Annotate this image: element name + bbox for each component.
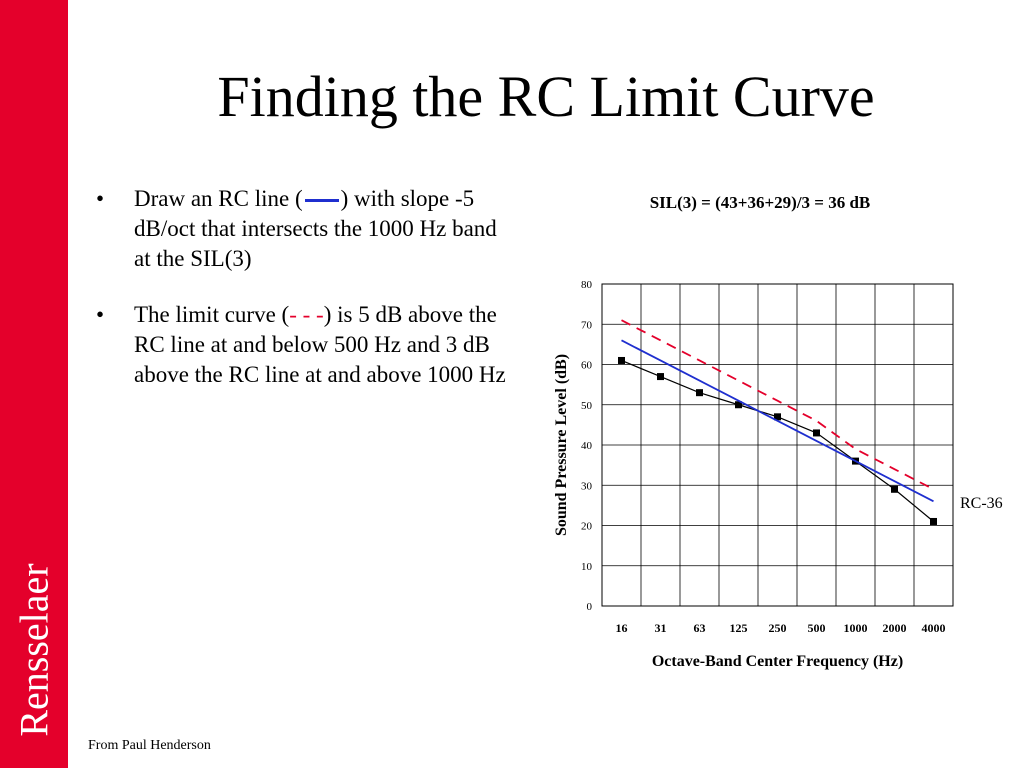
- limit-curve-line: [621, 319, 934, 491]
- y-tick-label: 80: [581, 279, 593, 291]
- source-credit: From Paul Henderson: [88, 738, 211, 753]
- x-tick-label: 125: [730, 621, 748, 635]
- bullet-2-text-after: ) is 5 dB above the RC line at and below…: [134, 302, 506, 387]
- x-tick-label: 31: [655, 621, 667, 635]
- rc-line-legend-swatch: [304, 199, 339, 203]
- data-point-marker: [930, 517, 937, 525]
- x-tick-label: 4000: [922, 621, 946, 635]
- y-tick-label: 10: [581, 561, 593, 573]
- y-tick-label: 20: [581, 521, 593, 533]
- rc-line: [621, 339, 934, 503]
- measured-spectrum-line: [621, 359, 934, 522]
- bullet-1-text-after: ) with slope -5 dB/oct that intersects t…: [134, 186, 497, 271]
- bullet-1-text-before: Draw an RC line (: [134, 186, 303, 211]
- y-axis-label: Sound Pressure Level (dB): [553, 354, 570, 536]
- x-tick-label: 250: [769, 621, 787, 635]
- y-tick-label: 50: [581, 400, 593, 412]
- x-tick-label: 16: [616, 621, 628, 635]
- slide-title: Finding the RC Limit Curve: [217, 64, 875, 129]
- data-point-marker: [813, 429, 820, 437]
- sidebar-band: Rensselaer: [0, 0, 68, 768]
- data-point-marker: [696, 389, 703, 397]
- data-point-marker: [657, 373, 664, 381]
- x-tick-label: 1000: [844, 621, 868, 635]
- bullet-item-rc-line: • Draw an RC line () with slope -5 dB/oc…: [96, 184, 506, 274]
- data-point-marker: [891, 485, 898, 493]
- sil-formula-text: SIL(3) = (43+36+29)/3 = 36 dB: [649, 193, 871, 212]
- bullet-dot: •: [96, 302, 105, 327]
- x-tick-label: 500: [808, 621, 826, 635]
- sidebar-brand-label: Rensselaer: [11, 563, 57, 737]
- rc-36-label: RC-36: [960, 495, 1003, 512]
- x-tick-label: 2000: [883, 621, 907, 635]
- rc-chart: 0 10 20 30 40 50 60 70 80 16 31 63 125 250 500 1000 2000…: [553, 279, 954, 670]
- y-tick-label: 40: [581, 440, 593, 452]
- bullet-item-limit-curve: • The limit curve (- - -) is 5 dB above …: [96, 300, 506, 390]
- data-point-marker: [735, 401, 742, 409]
- limit-curve-legend-swatch: - - -: [289, 302, 324, 327]
- y-tick-label: 70: [581, 319, 593, 331]
- bullet-dot: •: [96, 186, 105, 211]
- y-tick-label: 0: [587, 601, 593, 613]
- x-tick-label: 63: [694, 621, 706, 635]
- data-point-marker: [774, 413, 781, 421]
- data-point-marker: [618, 356, 625, 364]
- x-axis-label: Octave-Band Center Frequency (Hz): [652, 653, 903, 670]
- y-tick-label: 60: [581, 360, 593, 372]
- bullet-2-text-before: The limit curve (: [134, 302, 290, 327]
- y-tick-label: 30: [581, 480, 593, 492]
- bullet-list: • Draw an RC line () with slope -5 dB/oc…: [96, 184, 506, 416]
